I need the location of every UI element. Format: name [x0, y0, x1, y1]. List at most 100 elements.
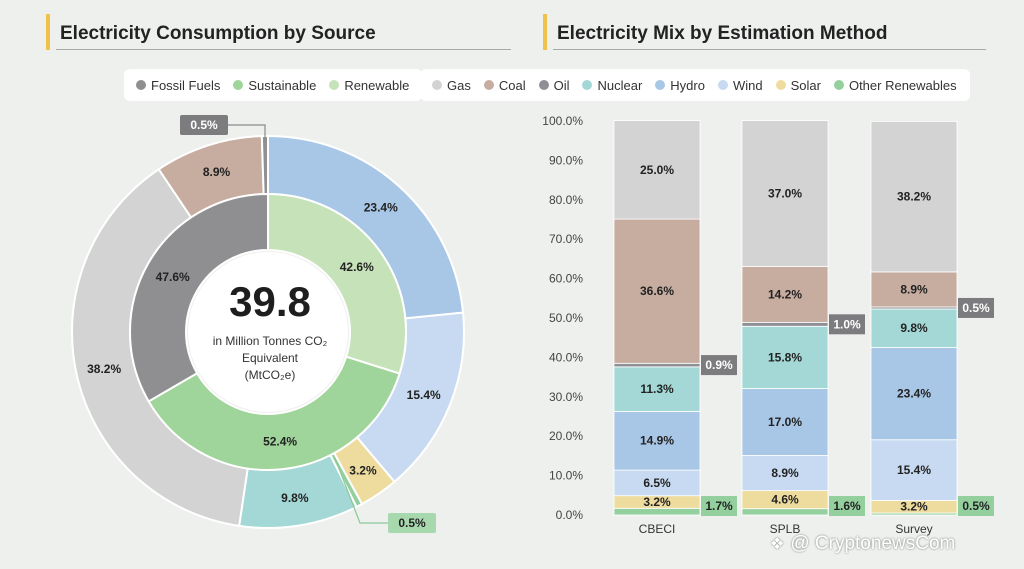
- bar-cbeci-wind: [613, 469, 701, 497]
- right-panel-title: Electricity Mix by Estimation Method: [543, 14, 986, 50]
- legend-label: Wind: [732, 77, 763, 93]
- x-category-label: Survey: [895, 522, 932, 536]
- bar-splb-wind: [741, 455, 829, 491]
- callout-other-renewables: 0.5%: [334, 457, 436, 533]
- y-tick-label: 30.0%: [549, 390, 583, 404]
- x-category-label: CBECI: [639, 522, 676, 536]
- bar-survey-gas: [870, 120, 958, 273]
- left-legend: Fossil Fuels Sustainable Renewable: [124, 69, 423, 101]
- callout-label: 0.5%: [398, 516, 426, 530]
- legend-item-coal: Coal: [483, 77, 526, 93]
- title-accent-bar: [46, 14, 50, 50]
- bar-label-survey-solar: 3.2%: [900, 500, 928, 514]
- bar-survey-coal: [870, 271, 958, 308]
- title-underline: [553, 49, 986, 50]
- donut-center: 39.8 in Million Tonnes CO₂ Equivalent (M…: [207, 280, 333, 383]
- inner-label-renewable: 42.6%: [340, 260, 374, 274]
- y-tick-label: 80.0%: [549, 193, 583, 207]
- bar-label-cbeci-nuclear: 11.3%: [640, 382, 674, 396]
- inner-slice-renewable: [267, 192, 407, 375]
- logo-icon: ❖: [770, 536, 785, 553]
- legend-item-sustainable: Sustainable: [233, 78, 316, 93]
- inner-slice-sustainable: [147, 355, 401, 471]
- y-tick-label: 50.0%: [549, 311, 583, 325]
- outer-slice-oil: [260, 134, 269, 196]
- left-panel-title: Electricity Consumption by Source: [46, 14, 511, 50]
- other-renewables-callout-box: [829, 496, 865, 516]
- legend-item-oil: Oil: [538, 77, 570, 93]
- legend-label: Other Renewables: [848, 77, 957, 93]
- bar-label-survey-coal: 8.9%: [900, 282, 928, 296]
- bar-splb-gas: [741, 120, 829, 267]
- other-renewables-callout-box: [958, 496, 994, 516]
- inner-label-fossil-fuels: 47.6%: [156, 270, 190, 284]
- bar-splb-hydro: [741, 388, 829, 456]
- legend-swatch: [538, 80, 549, 90]
- bar-label-splb-coal: 14.2%: [768, 287, 802, 301]
- legend-swatch: [136, 80, 146, 90]
- donut-chart: 23.4% 15.4% 3.2% 9.8% 38.2% 8.9% 42.6% 52.4% 47.…: [71, 115, 465, 533]
- bar-label-splb-hydro: 17.0%: [768, 415, 802, 429]
- bar-splb-nuclear: [741, 325, 829, 389]
- right-legend: Gas Coal Oil Nuclear Hydro Wind Solar Other Ren…: [420, 69, 970, 101]
- callout-oil: 0.5%: [180, 115, 266, 140]
- center-unit-line3: (MtCO₂e): [244, 368, 296, 382]
- bar-label-survey-other-renewables: 0.5%: [962, 499, 990, 513]
- watermark-text: @ CryptonewsCom: [790, 533, 956, 554]
- oil-callout-box: [701, 355, 737, 376]
- y-tick-label: 90.0%: [549, 153, 583, 167]
- stacked-bar-chart: 0.0% 10.0% 20.0% 30.0% 40.0% 50.0% 60.0% 70.0% 8…: [542, 114, 994, 536]
- outer-label-gas: 38.2%: [87, 362, 121, 376]
- bar-cbeci-nuclear: [613, 366, 701, 412]
- y-tick-label: 70.0%: [549, 232, 583, 246]
- outer-label-nuclear: 9.8%: [281, 491, 309, 505]
- outer-label-coal: 8.9%: [203, 165, 231, 179]
- legend-label: Coal: [498, 77, 526, 93]
- bar-splb-other-renewables: [741, 508, 829, 516]
- watermark: ❖ @ CryptonewsCom: [770, 533, 955, 555]
- legend-item-wind: Wind: [717, 77, 763, 93]
- legend-label: Renewable: [344, 77, 410, 93]
- center-unit-line2: Equivalent: [241, 351, 299, 365]
- outer-label-wind: 15.4%: [407, 388, 441, 402]
- y-tick-label: 100.0%: [542, 114, 583, 128]
- y-tick-label: 10.0%: [549, 469, 583, 483]
- legend-swatch: [655, 80, 666, 90]
- legend-label: Nuclear: [597, 77, 643, 93]
- legend-swatch: [233, 80, 244, 90]
- legend-item-gas: Gas: [432, 78, 471, 93]
- bar-splb-coal: [741, 265, 829, 323]
- bar-label-survey-gas: 38.2%: [897, 190, 931, 204]
- bar-label-survey-wind: 15.4%: [897, 463, 931, 477]
- legend-item-fossil-fuels: Fossil Fuels: [136, 78, 220, 93]
- callout-leader-line: [334, 457, 388, 524]
- legend-item-solar: Solar: [775, 77, 821, 93]
- legend-label: Oil: [553, 77, 570, 93]
- legend-label: Fossil Fuels: [151, 77, 221, 93]
- bar-label-splb-oil: 1.0%: [833, 317, 861, 331]
- legend-item-renewable: Renewable: [329, 78, 409, 93]
- donut-hole: [188, 252, 348, 412]
- legend-swatch: [775, 80, 786, 90]
- bar-label-cbeci-coal: 36.6%: [640, 284, 674, 298]
- legend-label: Solar: [790, 77, 821, 93]
- bar-label-splb-wind: 8.9%: [771, 466, 799, 480]
- bar-label-cbeci-hydro: 14.9%: [640, 434, 674, 448]
- bar-label-splb-gas: 37.0%: [768, 186, 802, 200]
- x-category-label: SPLB: [770, 522, 801, 536]
- bar-survey-nuclear: [870, 308, 958, 348]
- y-tick-label: 20.0%: [549, 429, 583, 443]
- inner-label-sustainable: 52.4%: [263, 434, 297, 448]
- bar-survey-wind: [870, 439, 958, 501]
- bar-splb-oil: [741, 321, 829, 327]
- legend-swatch: [329, 80, 340, 90]
- legend-swatch: [432, 80, 442, 90]
- legend-swatch: [833, 80, 844, 90]
- bar-cbeci-oil: [613, 362, 701, 368]
- legend-swatch: [717, 80, 728, 90]
- legend-swatch: [483, 80, 494, 90]
- center-unit-line1: in Million Tonnes CO₂: [212, 334, 328, 348]
- callout-box: [388, 513, 436, 533]
- bar-cbeci-other-renewables: [613, 507, 701, 516]
- oil-callout-box: [829, 314, 865, 335]
